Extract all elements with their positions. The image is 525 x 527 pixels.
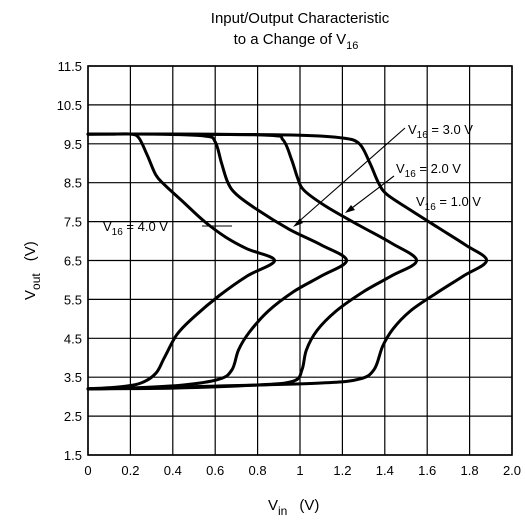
y-tick-label: 2.5 (64, 409, 82, 424)
x-tick-label: 1.4 (376, 463, 394, 478)
x-tick-label: 0.6 (206, 463, 224, 478)
x-tick-label: 1.8 (461, 463, 479, 478)
y-tick-label: 4.5 (64, 331, 82, 346)
y-tick-label: 10.5 (57, 98, 82, 113)
series-line-2 (86, 132, 349, 391)
series-label-4v: V16 = 4.0 V (103, 219, 168, 238)
x-tick-label: 0.4 (164, 463, 182, 478)
x-tick-label: 1.2 (333, 463, 351, 478)
x-tick-label: 2.0 (503, 463, 521, 478)
y-tick-label: 5.5 (64, 292, 82, 307)
y-tick-label: 3.5 (64, 370, 82, 385)
series-label-1v: V16 = 1.0 V (416, 194, 481, 213)
series-label-3v: V16 = 3.0 V (408, 122, 473, 141)
series-line-4 (86, 132, 489, 391)
tick-labels: 0 0.2 0.4 0.6 0.8 1 1.2 1.4 1.6 1.8 2.0 1.5 2.5 3.5 4.… (57, 59, 521, 478)
arrow-head-2v (345, 205, 355, 213)
plot-frame (87, 65, 513, 456)
y-tick-label: 9.5 (64, 137, 82, 152)
y-tick-label: 7.5 (64, 215, 82, 230)
chart-title-line1: Input/Output Characteristic (211, 10, 390, 27)
y-axis-label: Vout(V) (22, 241, 43, 300)
chart-title-line2: to a Change of V16 (234, 31, 359, 52)
x-tick-label: 1.6 (418, 463, 436, 478)
x-tick-label: 0 (84, 463, 91, 478)
series-label-2v: V16 = 2.0 V (396, 161, 461, 180)
y-tick-label: 11.5 (58, 59, 82, 74)
arrow-head-3v (293, 218, 303, 227)
series-line-3 (86, 132, 419, 391)
series-curves (86, 132, 489, 391)
y-tick-label: 1.5 (64, 448, 82, 463)
x-tick-label: 1 (296, 463, 303, 478)
y-tick-label: 8.5 (64, 176, 82, 191)
annotations: V16 = 4.0 V V16 = 3.0 V V16 = 2.0 V V16 … (103, 122, 481, 238)
x-axis-label: Vin (V) (268, 497, 319, 518)
arrow-line-3v (295, 127, 406, 225)
arrow-line-2v (347, 175, 395, 212)
y-tick-label: 6.5 (64, 254, 82, 269)
series-line-1 (86, 132, 277, 391)
x-tick-label: 0.8 (249, 463, 267, 478)
x-tick-label: 0.2 (121, 463, 139, 478)
